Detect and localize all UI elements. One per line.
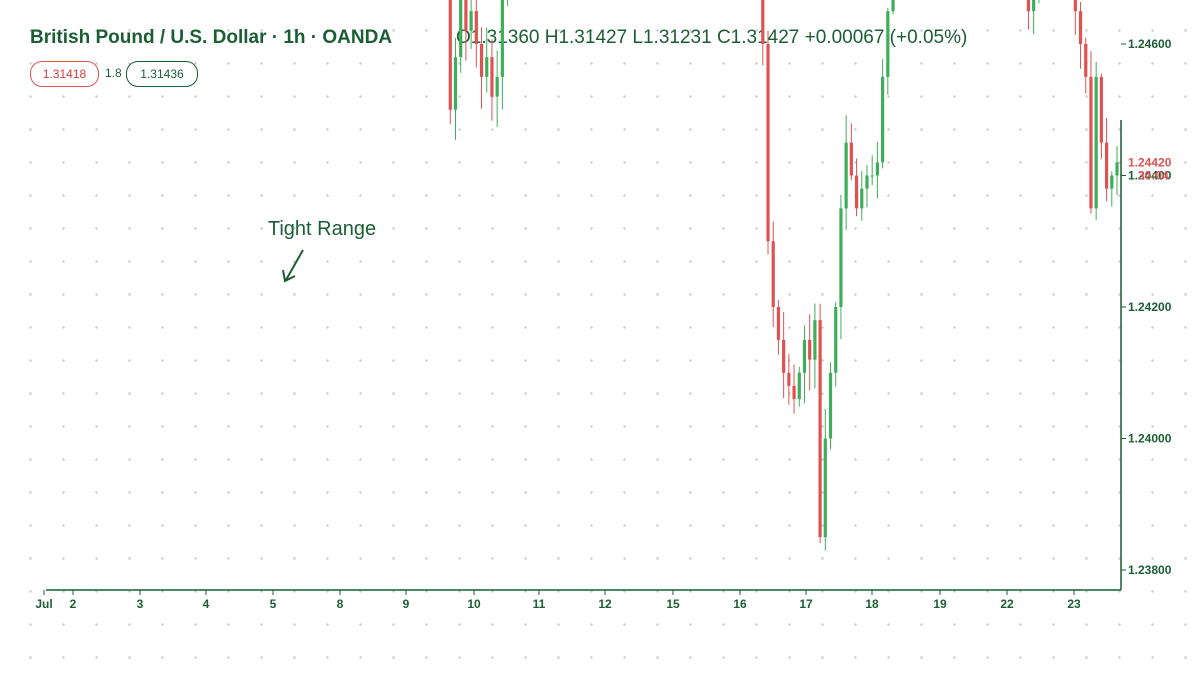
candle-body <box>1084 44 1088 77</box>
y-tick-label: 1.24400 <box>1128 169 1172 183</box>
x-tick-label: 8 <box>337 597 344 611</box>
x-tick-label: Jul <box>35 597 52 611</box>
x-tick-label: 12 <box>598 597 612 611</box>
last-price-value: 1.24420 <box>1128 155 1172 169</box>
candle-body <box>469 11 473 31</box>
candle-body <box>495 76 499 97</box>
candle-body <box>891 0 895 12</box>
candle-body <box>844 142 848 209</box>
buy-price-button[interactable]: 1.31436 <box>126 61 198 87</box>
x-tick-label: 23 <box>1067 597 1081 611</box>
candle-body <box>1099 76 1103 143</box>
candle-body <box>776 307 781 340</box>
x-tick-label: 4 <box>203 597 210 611</box>
candle-body <box>828 372 833 439</box>
x-tick-label: 2 <box>70 597 77 611</box>
candle-body <box>500 0 504 77</box>
candle-body <box>823 438 827 538</box>
candle-body <box>485 57 489 77</box>
candle-body <box>1094 76 1098 209</box>
y-tick-label: 1.24000 <box>1128 432 1172 446</box>
candle-body <box>459 0 463 58</box>
candle-body <box>865 175 869 189</box>
x-axis-ticks: Jul 2 3 4 5 8 9 10 11 12 15 16 17 18 19 22 23 <box>35 590 1081 611</box>
candle-body <box>766 44 770 242</box>
candle-body <box>490 57 494 97</box>
candle-body <box>813 320 817 360</box>
candle-body <box>464 0 468 31</box>
candle-body <box>792 385 796 400</box>
candle-body <box>1078 11 1083 44</box>
annotation-arrow-head <box>282 269 296 283</box>
x-tick-label: 18 <box>865 597 879 611</box>
annotation-arrow-line <box>285 249 304 281</box>
x-tick-label: 5 <box>270 597 277 611</box>
candles-layer <box>448 0 1119 551</box>
candle-body <box>782 339 786 373</box>
candle-body <box>479 44 484 77</box>
candle-body <box>839 208 843 307</box>
y-tick-label: 1.24600 <box>1128 37 1172 51</box>
sell-price-button[interactable]: 1.31418 <box>30 61 99 87</box>
x-tick-label: 16 <box>733 597 747 611</box>
y-axis-ticks: 1.270001.268001.266001.264001.262001.260… <box>1121 37 1172 577</box>
candle-body <box>771 241 775 307</box>
x-tick-label: 3 <box>137 597 144 611</box>
candle-body <box>870 175 874 177</box>
x-tick-label: 22 <box>1000 597 1014 611</box>
candle-body <box>1073 0 1077 12</box>
candle-body <box>797 372 801 400</box>
candle-body <box>881 76 885 163</box>
candle-body <box>834 307 838 373</box>
candle-body <box>860 188 864 209</box>
candle-body <box>474 11 478 44</box>
bar-countdown: 30:04 <box>1138 168 1169 182</box>
x-tick-label: 10 <box>467 597 481 611</box>
candle-body <box>787 372 791 386</box>
candle-body <box>448 0 452 110</box>
symbol-title: British Pound / U.S. Dollar · 1h · OANDA <box>30 27 393 48</box>
candle-body <box>854 175 859 209</box>
candle-body <box>1089 76 1093 209</box>
tight-range-annotation: Tight Range <box>268 218 376 283</box>
candle-body <box>1115 162 1119 176</box>
x-tick-label: 19 <box>933 597 947 611</box>
x-tick-label: 17 <box>799 597 813 611</box>
candle-body <box>1104 142 1109 189</box>
candle-body <box>1110 175 1114 189</box>
candle-body <box>761 0 765 44</box>
x-tick-label: 9 <box>403 597 410 611</box>
candle-body <box>802 339 807 373</box>
ohlc-readout: O1.31360 H1.31427 L1.31231 C1.31427 +0.0… <box>456 27 968 48</box>
y-tick-label: 1.23800 <box>1128 563 1172 577</box>
candle-body <box>1032 0 1036 12</box>
candle-body <box>886 11 890 77</box>
y-tick-label: 1.24200 <box>1128 300 1172 314</box>
candle-body <box>453 57 458 110</box>
x-tick-label: 15 <box>666 597 680 611</box>
candle-body <box>1026 0 1031 12</box>
last-price-label: 1.24420 30:04 <box>1128 155 1172 182</box>
annotation-label: Tight Range <box>268 218 376 240</box>
candle-body <box>808 339 812 360</box>
candle-body <box>849 142 853 176</box>
candle-body <box>818 320 822 538</box>
x-tick-label: 11 <box>533 597 546 611</box>
spread-value: 1.8 <box>105 66 122 80</box>
candle-body <box>875 162 879 176</box>
